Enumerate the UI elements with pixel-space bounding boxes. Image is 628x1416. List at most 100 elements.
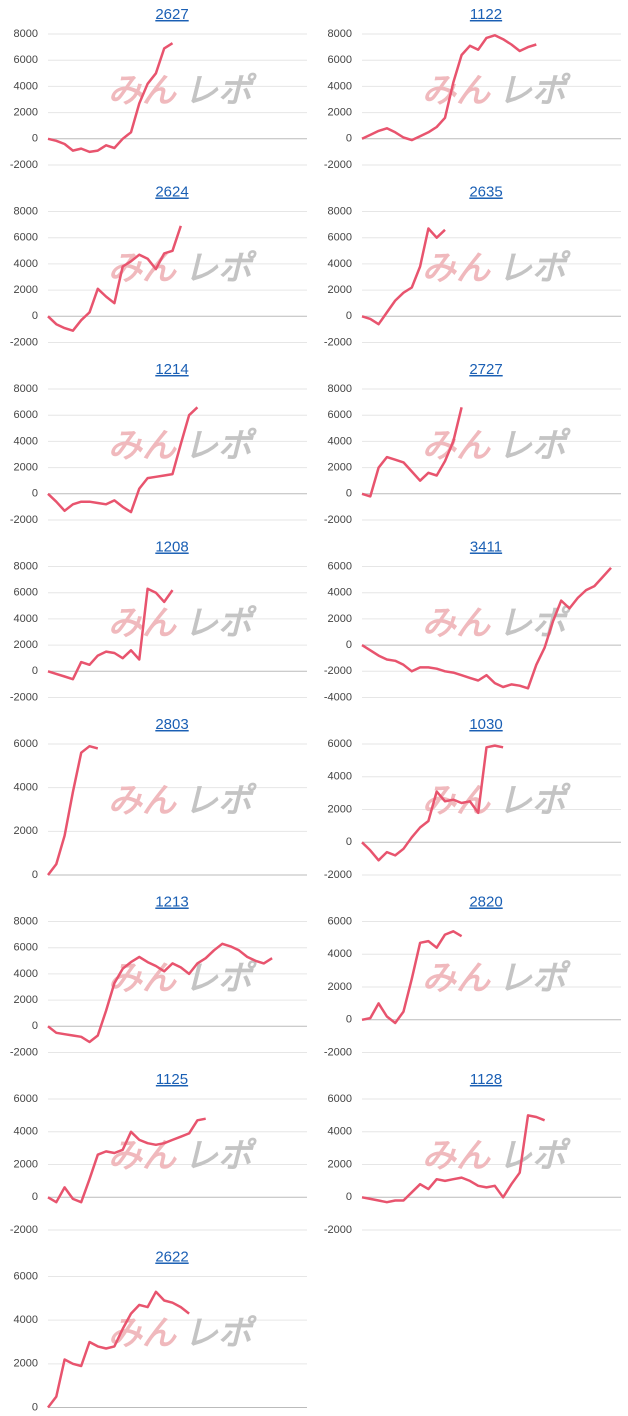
watermark-part: みん — [108, 71, 177, 111]
y-tick-label: 6000 — [14, 232, 38, 244]
y-tick-label: 2000 — [14, 1358, 38, 1370]
watermark: みん レポ — [108, 781, 257, 821]
line — [47, 1290, 190, 1409]
y-tick-label: 2000 — [328, 981, 352, 993]
line — [47, 587, 174, 681]
y-tick-label: 2000 — [14, 284, 38, 296]
y-tick-label: 2000 — [14, 639, 38, 651]
y-tick-label: 2000 — [328, 107, 352, 119]
y-tick-label: 4000 — [328, 1126, 352, 1138]
y-tick-label: -2000 — [10, 1046, 38, 1058]
y-tick-label: 0 — [346, 1014, 352, 1026]
y-tick-label: 0 — [346, 639, 352, 651]
y-tick-label: 6000 — [328, 54, 352, 66]
y-tick-label: -2000 — [324, 1224, 352, 1236]
chart-title[interactable]: 2727 — [469, 361, 502, 378]
watermark-part: レポ — [184, 426, 257, 466]
watermark: みん レポ — [422, 1136, 571, 1176]
y-tick-label: 4000 — [328, 948, 352, 960]
y-tick-label: 6000 — [14, 409, 38, 421]
y-tick-label: -2000 — [10, 336, 38, 348]
y-tick-label: 4000 — [328, 80, 352, 92]
y-tick-label: -2000 — [10, 1224, 38, 1236]
y-tick-label: 6000 — [328, 409, 352, 421]
watermark-part: レポ — [184, 958, 257, 998]
watermark-part: みん — [422, 1136, 491, 1176]
y-tick-label: 6000 — [14, 1270, 38, 1282]
y-tick-label: 4000 — [328, 587, 352, 599]
line — [361, 227, 446, 326]
watermark-part: みん — [422, 603, 491, 643]
chart-title[interactable]: 2803 — [155, 716, 188, 733]
line — [361, 744, 504, 862]
y-tick-label: 4000 — [14, 782, 38, 794]
y-tick-label: 4000 — [14, 1314, 38, 1326]
line — [361, 407, 463, 498]
y-tick-label: 8000 — [14, 560, 38, 572]
watermark-part: みん — [108, 781, 177, 821]
y-tick-label: 6000 — [14, 54, 38, 66]
chart-title[interactable]: 1125 — [156, 1071, 188, 1088]
y-tick-label: 8000 — [328, 28, 352, 40]
watermark: みん レポ — [422, 248, 571, 288]
line — [361, 34, 537, 142]
chart-title[interactable]: 2635 — [469, 183, 502, 200]
chart-title[interactable]: 1122 — [470, 6, 502, 23]
y-tick-label: 0 — [32, 1020, 38, 1032]
watermark: みん レポ — [108, 426, 257, 466]
y-tick-label: -2000 — [10, 691, 38, 703]
y-tick-label: 0 — [346, 133, 352, 145]
watermark-part: みん — [422, 248, 491, 288]
watermark-part: みん — [108, 958, 177, 998]
y-tick-label: -2000 — [324, 869, 352, 881]
y-tick-label: 4000 — [14, 1126, 38, 1138]
y-tick-label: -4000 — [324, 691, 352, 703]
chart-title[interactable]: 2624 — [155, 183, 188, 200]
y-tick-label: 8000 — [14, 915, 38, 927]
y-tick-label: 0 — [346, 310, 352, 322]
watermark-part: みん — [108, 426, 177, 466]
y-tick-label: 4000 — [14, 435, 38, 447]
y-tick-label: 4000 — [14, 258, 38, 270]
y-tick-label: 0 — [32, 488, 38, 500]
chart-title[interactable]: 1030 — [469, 716, 502, 733]
chart-title[interactable]: 3411 — [470, 538, 502, 555]
watermark: みん レポ — [422, 958, 571, 998]
chart-title[interactable]: 1214 — [155, 361, 188, 378]
y-tick-label: 4000 — [14, 968, 38, 980]
y-tick-label: 8000 — [328, 205, 352, 217]
y-tick-label: -2000 — [324, 514, 352, 526]
y-tick-label: 2000 — [328, 803, 352, 815]
y-tick-label: 0 — [32, 1191, 38, 1203]
chart-title[interactable]: 1213 — [155, 893, 188, 910]
watermark-part: みん — [422, 71, 491, 111]
watermark-part: レポ — [498, 603, 571, 643]
y-tick-label: -2000 — [324, 1046, 352, 1058]
y-tick-label: 6000 — [14, 738, 38, 750]
y-tick-label: 2000 — [14, 462, 38, 474]
watermark-part: レポ — [184, 71, 257, 111]
chart-title[interactable]: 1128 — [470, 1071, 502, 1088]
y-tick-label: 2000 — [14, 1158, 38, 1170]
watermark-part: レポ — [498, 781, 571, 821]
y-tick-label: 0 — [32, 310, 38, 322]
watermark-part: レポ — [184, 781, 257, 821]
watermark: みん レポ — [108, 603, 257, 643]
chart-title[interactable]: 2820 — [469, 893, 502, 910]
chart-title[interactable]: 1208 — [155, 538, 188, 555]
watermark: みん レポ — [108, 1136, 257, 1176]
watermark: みん レポ — [108, 248, 257, 288]
y-tick-label: 2000 — [14, 107, 38, 119]
watermark-part: レポ — [184, 1313, 257, 1353]
y-tick-label: 0 — [346, 1191, 352, 1203]
watermark-part: レポ — [498, 248, 571, 288]
y-tick-label: 4000 — [14, 613, 38, 625]
line — [361, 1114, 546, 1204]
chart-title[interactable]: 2622 — [155, 1248, 188, 1265]
chart-title[interactable]: 2627 — [155, 6, 188, 23]
y-tick-label: 2000 — [14, 825, 38, 837]
watermark: みん レポ — [422, 71, 571, 111]
y-tick-label: 6000 — [328, 232, 352, 244]
y-tick-label: 0 — [346, 488, 352, 500]
